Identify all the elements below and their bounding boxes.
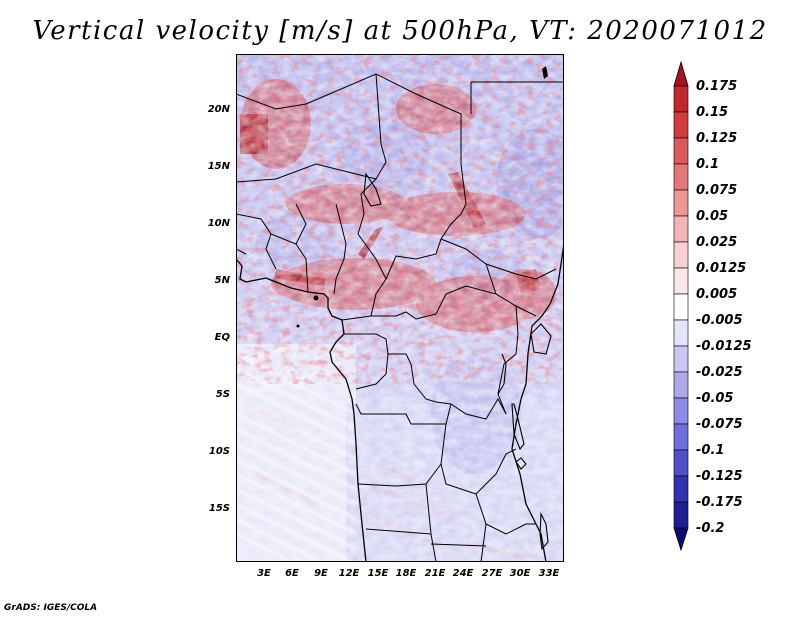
colorbar-segment-13 bbox=[673, 397, 689, 425]
map-title: Vertical velocity [m/s] at 500hPa, VT: 2… bbox=[32, 16, 768, 46]
lat-label-15n: 15N bbox=[207, 161, 230, 172]
colorbar-segment-11 bbox=[673, 345, 689, 373]
lat-label-5s: 5S bbox=[215, 389, 230, 400]
colorbar-label-0075: 0.075 bbox=[696, 183, 738, 198]
colorbar-label-neg0005: -0.005 bbox=[696, 313, 743, 328]
colorbar-segment-6 bbox=[673, 215, 689, 243]
colorbar-segment-4 bbox=[673, 163, 689, 191]
colorbar-segment-10 bbox=[673, 319, 689, 347]
lat-label-20n: 20N bbox=[207, 104, 230, 115]
colorbar-segment-2 bbox=[673, 111, 689, 139]
colorbar-label-neg005: -0.05 bbox=[696, 391, 734, 406]
lon-label-9e: 9E bbox=[314, 568, 328, 579]
colorbar-segment-17 bbox=[673, 501, 689, 529]
colorbar-label-00125: 0.0125 bbox=[696, 261, 747, 276]
colorbar-segment-9 bbox=[673, 293, 689, 321]
colorbar-label-neg01: -0.1 bbox=[696, 443, 725, 458]
colorbar-segments bbox=[673, 60, 689, 552]
lon-label-30e: 30E bbox=[509, 568, 531, 579]
lat-label-10s: 10S bbox=[208, 446, 230, 457]
colorbar-label-neg02: -0.2 bbox=[696, 521, 725, 536]
lon-label-21e: 21E bbox=[424, 568, 446, 579]
colorbar-segment-7 bbox=[673, 241, 689, 269]
colorbar-segment-14 bbox=[673, 423, 689, 451]
velocity-map bbox=[236, 54, 564, 562]
lon-label-6e: 6E bbox=[285, 568, 299, 579]
colorbar-segment-1 bbox=[673, 85, 689, 113]
colorbar-top-arrow bbox=[673, 60, 689, 87]
colorbar-label-neg0025: -0.025 bbox=[696, 365, 743, 380]
colorbar-segment-12 bbox=[673, 371, 689, 399]
colorbar-label-0005: 0.005 bbox=[696, 287, 738, 302]
lon-label-33e: 33E bbox=[538, 568, 560, 579]
colorbar-segment-15 bbox=[673, 449, 689, 477]
colorbar-segment-8 bbox=[673, 267, 689, 295]
colorbar-label-0175: 0.175 bbox=[696, 79, 738, 94]
lon-label-24e: 24E bbox=[452, 568, 474, 579]
lon-label-15e: 15E bbox=[367, 568, 389, 579]
credit-text: GrADS: IGES/COLA bbox=[4, 603, 98, 613]
colorbar-label-0125: 0.125 bbox=[696, 131, 738, 146]
colorbar-label-0025: 0.025 bbox=[696, 235, 738, 250]
lon-label-27e: 27E bbox=[481, 568, 503, 579]
colorbar-segment-5 bbox=[673, 189, 689, 217]
colorbar-label-neg0075: -0.075 bbox=[696, 417, 743, 432]
colorbar-bottom-arrow bbox=[673, 527, 689, 552]
lat-label-5n: 5N bbox=[214, 275, 230, 286]
colorbar-label-01: 0.1 bbox=[696, 157, 720, 172]
colorbar bbox=[673, 60, 689, 552]
lon-label-12e: 12E bbox=[338, 568, 360, 579]
colorbar-segment-16 bbox=[673, 475, 689, 503]
colorbar-label-005: 0.05 bbox=[696, 209, 729, 224]
lon-label-3e: 3E bbox=[257, 568, 271, 579]
lat-label-eq: EQ bbox=[214, 332, 230, 343]
lat-label-10n: 10N bbox=[207, 218, 230, 229]
lon-label-18e: 18E bbox=[395, 568, 417, 579]
lat-label-15s: 15S bbox=[208, 503, 230, 514]
colorbar-label-neg00125: -0.0125 bbox=[696, 339, 752, 354]
colorbar-label-015: 0.15 bbox=[696, 105, 729, 120]
colorbar-label-neg0175: -0.175 bbox=[696, 495, 743, 510]
colorbar-label-neg0125: -0.125 bbox=[696, 469, 743, 484]
colorbar-segment-3 bbox=[673, 137, 689, 165]
